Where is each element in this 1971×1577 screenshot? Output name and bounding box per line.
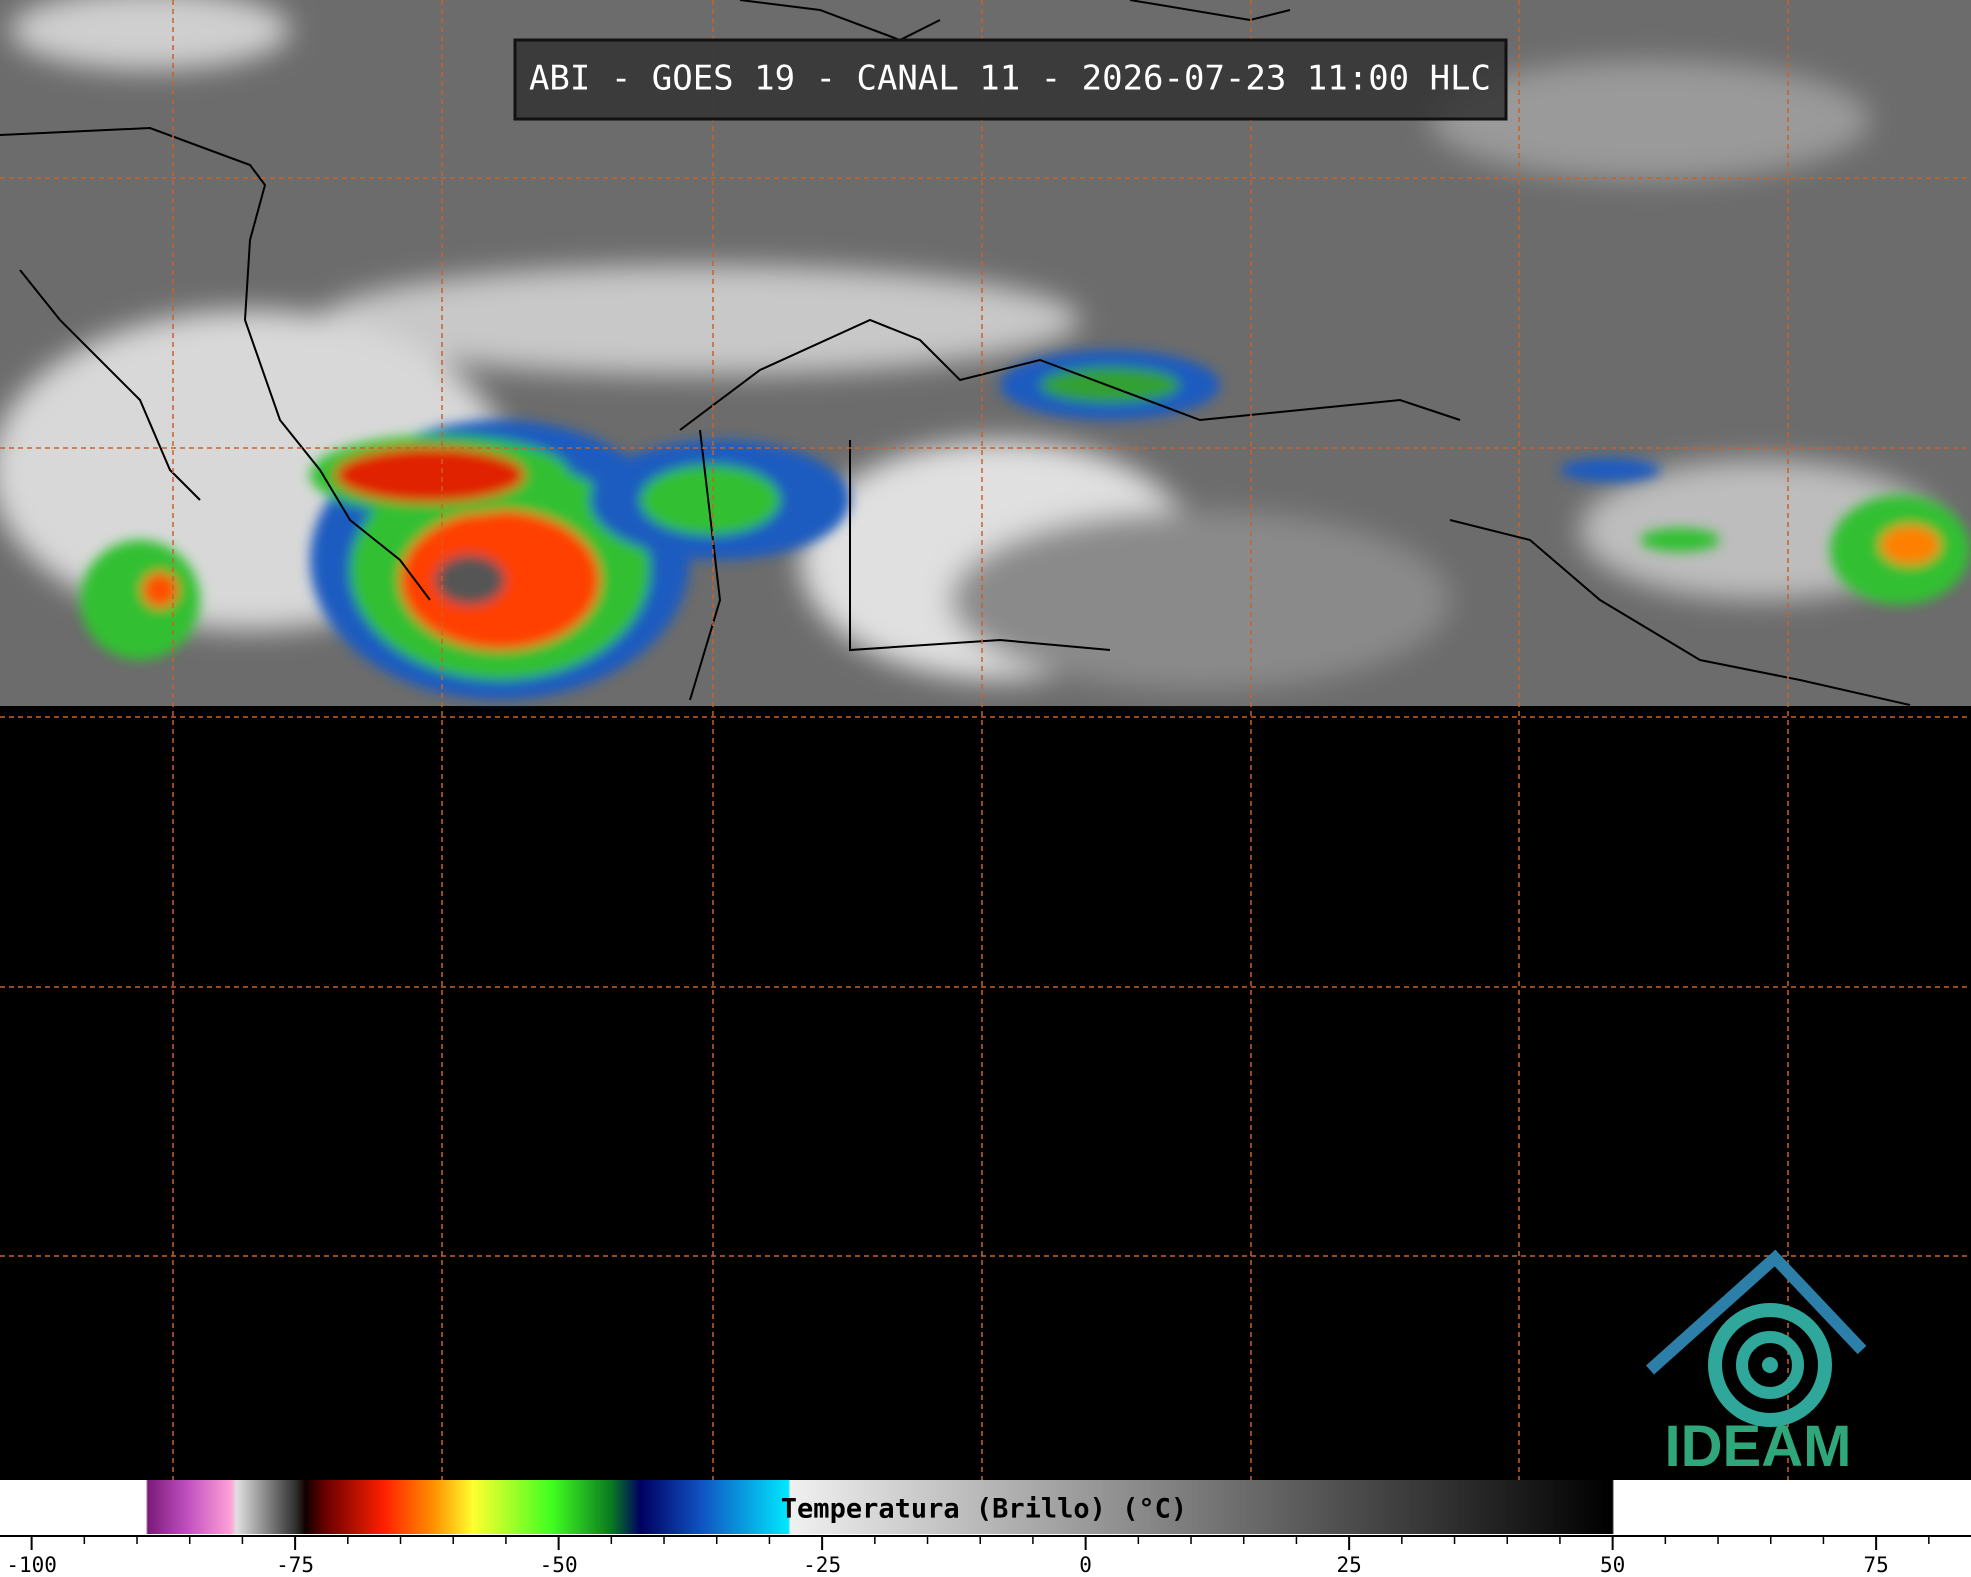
storms <box>80 350 1970 700</box>
colorbar-label: Temperatura (Brillo) (°C) <box>781 1494 1187 1525</box>
tick-label: -75 <box>276 1553 314 1577</box>
tick-label: 75 <box>1863 1553 1888 1577</box>
ideam-logo: IDEAM <box>1645 1249 1867 1479</box>
tick-label: -50 <box>540 1553 578 1577</box>
title: ABI - GOES 19 - CANAL 11 - 2026-07-23 11… <box>529 59 1491 99</box>
tick-label: -25 <box>803 1553 841 1577</box>
tick-label: 50 <box>1600 1553 1625 1577</box>
logo-text: IDEAM <box>1665 1414 1852 1479</box>
title-box <box>513 38 1508 121</box>
colorbar-ticks: -100 -75 -50 -25 0 25 50 75 <box>6 1536 1930 1577</box>
tick-label: 25 <box>1336 1553 1361 1577</box>
graticule <box>0 0 1971 1480</box>
tick-label: 0 <box>1079 1553 1092 1577</box>
clouds <box>0 0 1940 690</box>
coastlines <box>0 0 1911 706</box>
tick-label: -100 <box>6 1553 57 1577</box>
colorbar <box>0 1480 1971 1534</box>
